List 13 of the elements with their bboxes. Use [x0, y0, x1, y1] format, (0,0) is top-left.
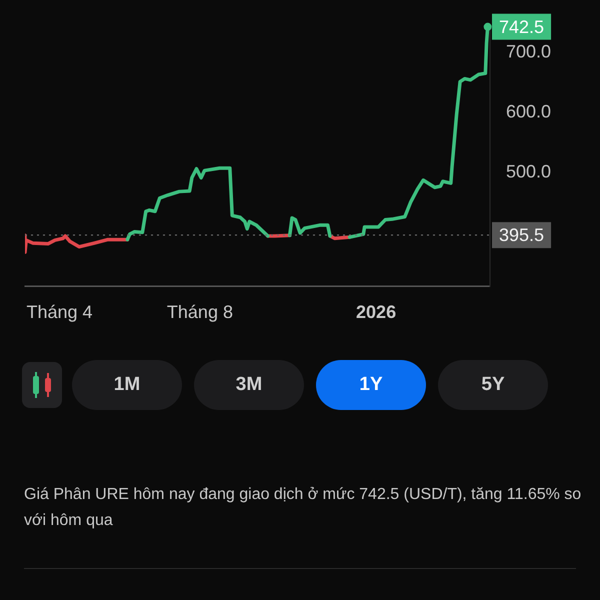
x-tick-label: 2026: [356, 302, 396, 322]
y-tick-label: 700.0: [506, 41, 552, 62]
text: 5Y: [438, 360, 548, 410]
ref-line-label: 395.5: [499, 225, 544, 246]
annotation: 742.5: [499, 16, 544, 37]
text: Giá Phân URE hôm nay đang giao dịch ở mức 742.5 (USD/T), tăng 11.65% so với hôm qua: [24, 485, 582, 531]
text: 3M: [194, 360, 304, 410]
x-tick-label: Tháng 4: [26, 302, 93, 322]
y-tick-label: 500.0: [506, 161, 552, 182]
text: 1M: [72, 360, 182, 410]
text: 1Y: [316, 360, 426, 410]
y-tick-label: 600.0: [506, 101, 552, 122]
x-tick-label: Tháng 8: [166, 302, 233, 322]
